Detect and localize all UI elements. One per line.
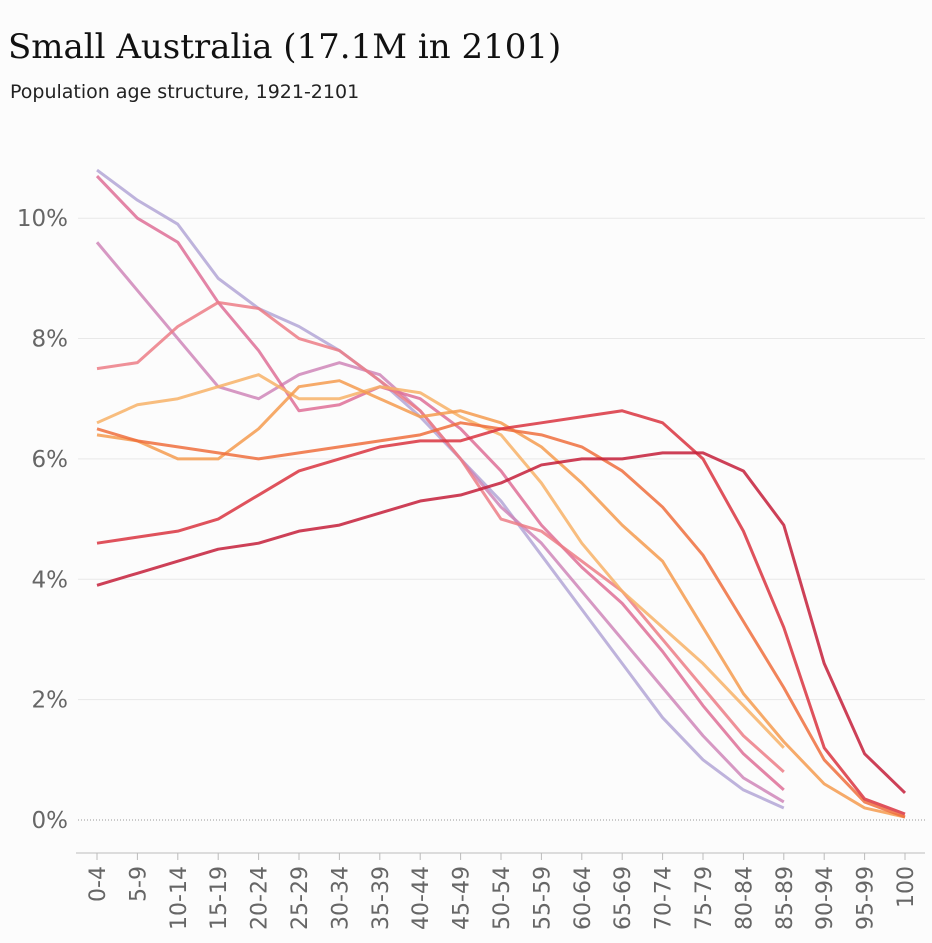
x-tick-label: 85-89 — [773, 866, 798, 930]
x-tick-label: 50-54 — [490, 866, 515, 930]
x-tick-label: 80-84 — [732, 866, 757, 930]
x-tick-label: 35-39 — [369, 866, 394, 930]
x-tick-label: 5-9 — [126, 866, 151, 902]
series-line — [96, 451, 907, 794]
x-tick-label: 95-99 — [854, 866, 879, 930]
series-line — [95, 241, 785, 804]
x-tick-label: 10-14 — [167, 866, 192, 930]
x-tick-label: 20-24 — [248, 866, 273, 930]
x-tick-label: 25-29 — [288, 866, 313, 930]
y-tick-label: 6% — [32, 447, 69, 473]
x-tick-label: 70-74 — [652, 866, 677, 930]
x-tick-label: 15-19 — [207, 866, 232, 930]
x-tick-label: 30-34 — [328, 866, 353, 930]
y-tick-label: 2% — [32, 688, 69, 714]
x-tick-label: 75-79 — [692, 866, 717, 930]
series-line — [96, 168, 785, 810]
x-tick-label: 60-64 — [571, 866, 596, 930]
x-tick-label: 0-4 — [86, 866, 111, 902]
x-tick-label: 45-49 — [450, 866, 475, 930]
series-line — [95, 175, 785, 792]
series-line — [96, 373, 785, 749]
x-tick-label: 40-44 — [409, 866, 434, 930]
chart-subtitle: Population age structure, 1921-2101 — [10, 81, 359, 103]
y-tick-label: 0% — [32, 808, 69, 834]
series-line — [96, 300, 785, 773]
x-tick-label: 100 — [894, 866, 919, 908]
x-tick-label: 55-59 — [530, 866, 555, 930]
series-line — [96, 409, 906, 816]
series-line — [96, 379, 906, 819]
x-tick-label: 90-94 — [813, 866, 838, 930]
y-tick-label: 8% — [32, 327, 69, 353]
x-tick-label: 65-69 — [611, 866, 636, 930]
chart-title: Small Australia (17.1M in 2101) — [8, 27, 561, 67]
y-tick-label: 10% — [17, 206, 68, 232]
y-tick-label: 4% — [32, 567, 69, 593]
